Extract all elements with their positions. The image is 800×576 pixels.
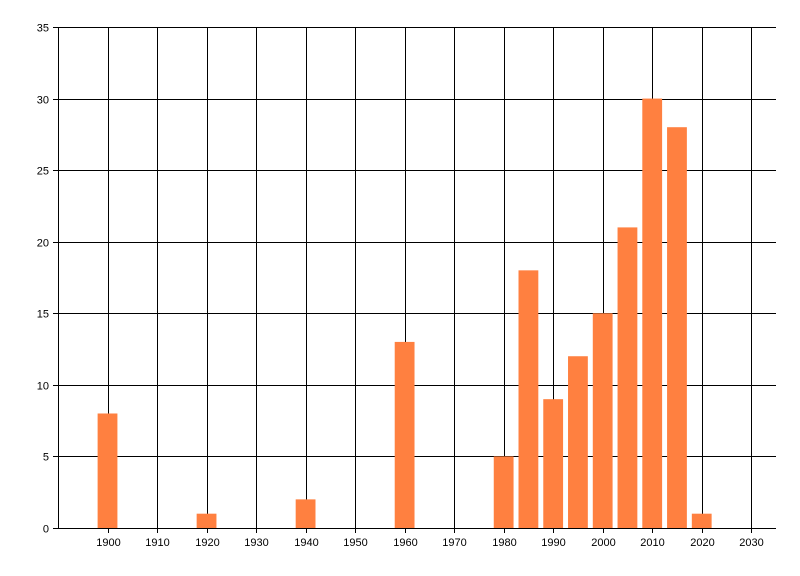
x-tick-label: 2010 — [640, 537, 664, 549]
x-tick-label: 2020 — [690, 537, 714, 549]
x-tick-label: 1920 — [195, 537, 219, 549]
x-tick-label: 1970 — [442, 537, 466, 549]
bars-layer — [97, 98, 712, 529]
grid-layer — [58, 27, 776, 529]
tick-labels-layer: 0 5 10 15 20 25 30 35 1900 1910 1920 1930 1940 1950 19… — [37, 23, 764, 550]
y-tick-label: 10 — [37, 381, 49, 393]
bar-1940 — [295, 499, 316, 528]
bar-2015 — [667, 127, 687, 528]
x-tick-label: 1940 — [294, 537, 318, 549]
bar-1960 — [394, 341, 415, 528]
x-tick-label: 1990 — [541, 537, 565, 549]
bar-2000 — [592, 313, 613, 528]
x-tick-label: 2030 — [739, 537, 763, 549]
bar-2005 — [617, 227, 638, 528]
bar-1920 — [196, 513, 217, 528]
y-tick-label: 15 — [37, 309, 49, 321]
x-tick-label: 1930 — [244, 537, 268, 549]
x-tick-label: 1900 — [96, 537, 120, 549]
y-tick-label: 30 — [37, 95, 49, 107]
y-tick-label: 0 — [43, 524, 49, 536]
axes-layer — [53, 27, 776, 533]
x-tick-label: 1980 — [492, 537, 516, 549]
y-tick-label: 5 — [43, 452, 49, 464]
bar-1900 — [97, 413, 118, 528]
bar-2020 — [691, 513, 712, 528]
x-tick-label: 2000 — [591, 537, 615, 549]
bar-1985 — [518, 270, 539, 528]
bar-1990 — [543, 399, 564, 528]
x-tick-label: 1960 — [393, 537, 417, 549]
bar-1980 — [493, 456, 514, 528]
y-tick-label: 25 — [37, 166, 49, 178]
bar-1995 — [568, 356, 588, 528]
bar-2010 — [642, 98, 663, 529]
y-tick-label: 35 — [37, 23, 49, 35]
x-tick-label: 1950 — [343, 537, 367, 549]
x-tick-label: 1910 — [145, 537, 169, 549]
y-tick-label: 20 — [37, 238, 49, 250]
